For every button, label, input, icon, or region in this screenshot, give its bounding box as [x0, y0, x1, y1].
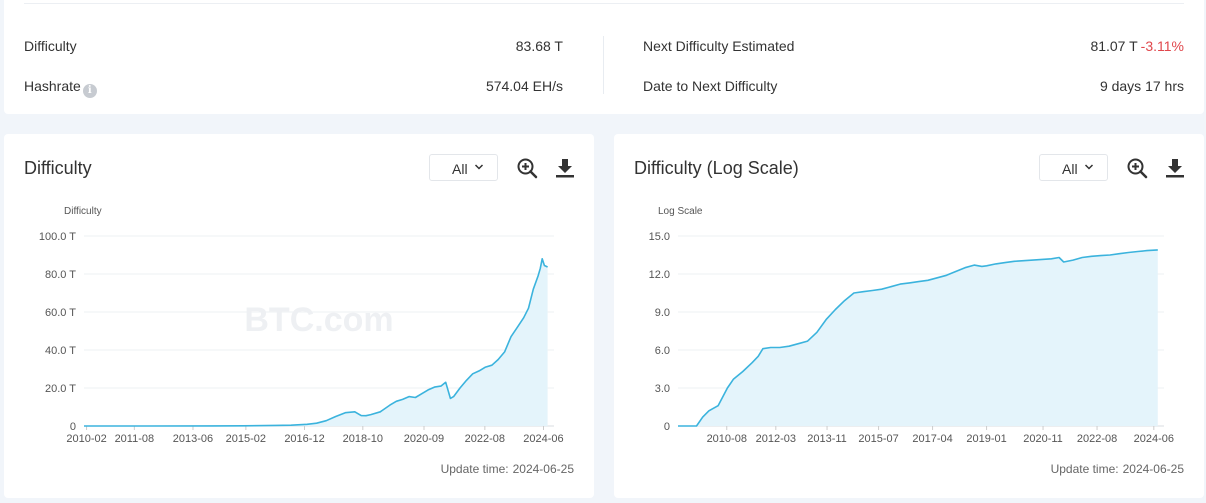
y-tick-label: 0: [70, 421, 76, 433]
range-select[interactable]: All: [1039, 154, 1108, 181]
stats-divider: [603, 36, 604, 94]
next-difficulty-change: -3.11%: [1140, 38, 1184, 54]
chevron-down-icon: [474, 164, 484, 170]
y-axis-title: Difficulty: [64, 206, 102, 217]
difficulty-value: 83.68 T: [515, 38, 563, 54]
x-tick-label: 2010-02: [66, 433, 106, 445]
x-tick-label: 2010-08: [707, 433, 747, 445]
x-tick-label: 2024-06: [523, 433, 563, 445]
range-select-value: All: [452, 161, 468, 177]
update-time-value: 2024-06-25: [1122, 462, 1184, 476]
info-circle-icon[interactable]: i: [82, 84, 97, 98]
difficulty-chart-card: Difficulty All Difficulty BTC.com 0 20.0 T 4…: [4, 134, 594, 498]
x-tick-label: 2024-06: [1134, 433, 1174, 445]
stats-panel: Difficulty 83.68 T Hashrate i 574.04 EH/s…: [4, 0, 1204, 114]
x-tick-label: 2011-08: [115, 433, 155, 445]
hashrate-value: 574.04 EH/s: [485, 78, 563, 94]
next-difficulty-value-group: 81.07 T -3.11%: [1090, 38, 1184, 54]
y-tick-label: 40.0 T: [45, 345, 76, 357]
x-tick-label: 2018-10: [343, 433, 383, 445]
y-tick-label: 20.0 T: [45, 383, 76, 395]
hashrate-label-text: Hashrate: [24, 78, 81, 94]
chart-title: Difficulty (Log Scale): [634, 158, 799, 178]
x-tick-label: 2015-07: [858, 433, 898, 445]
series-line: [678, 249, 1158, 427]
series-line: [84, 258, 548, 427]
x-tick-label: 2019-01: [966, 433, 1006, 445]
x-tick-label: 2012-03: [756, 433, 796, 445]
watermark: BTC.com: [244, 301, 393, 339]
next-difficulty-label: Next Difficulty Estimated: [643, 38, 795, 54]
download-icon[interactable]: [1164, 157, 1186, 179]
y-tick-label: 80.0 T: [45, 269, 76, 281]
difficulty-chart: Difficulty BTC.com 0 20.0 T 40.0 T 60.0 T 80.0…: [39, 206, 564, 445]
x-tick-label: 2020-11: [1023, 433, 1063, 445]
y-tick-label: 9.0: [655, 307, 670, 319]
chart-title: Difficulty: [24, 158, 92, 178]
chevron-down-icon: [1084, 164, 1094, 170]
x-tick-label: 2022-08: [1077, 433, 1117, 445]
series-area: [678, 249, 1158, 426]
update-time-label: Update time:: [1050, 462, 1119, 476]
y-tick-label: 12.0: [649, 269, 670, 281]
difficulty-label: Difficulty: [24, 38, 77, 54]
zoom-in-icon[interactable]: [1126, 157, 1148, 179]
x-tick-label: 2013-11: [807, 433, 847, 445]
hashrate-label: Hashrate i: [24, 78, 97, 98]
update-time-label: Update time:: [440, 462, 509, 476]
x-tick-label: 2015-02: [226, 433, 266, 445]
zoom-in-icon[interactable]: [516, 157, 538, 179]
x-tick-label: 2017-04: [912, 433, 952, 445]
date-to-next-label: Date to Next Difficulty: [643, 78, 778, 94]
x-tick-label: 2016-12: [284, 433, 324, 445]
update-time-value: 2024-06-25: [512, 462, 574, 476]
difficulty-log-chart-card: Difficulty (Log Scale) All Log ScaleBTC.…: [614, 134, 1204, 498]
range-select-value: All: [1062, 161, 1078, 177]
y-tick-label: 100.0 T: [39, 231, 76, 243]
y-tick-label: 0: [664, 421, 670, 433]
x-tick-label: 2013-06: [173, 433, 213, 445]
date-to-next-value: 9 days 17 hrs: [1099, 78, 1184, 94]
range-select[interactable]: All: [429, 154, 498, 181]
y-tick-label: 6.0: [655, 345, 670, 357]
update-time: Update time: 2024-06-25: [1051, 462, 1184, 476]
x-tick-label: 2022-08: [465, 433, 505, 445]
series-area: [84, 258, 548, 426]
top-divider: [24, 3, 1184, 4]
y-tick-label: 15.0: [649, 231, 670, 243]
x-tick-label: 2020-09: [404, 433, 444, 445]
download-icon[interactable]: [554, 157, 576, 179]
y-tick-label: 3.0: [655, 383, 670, 395]
difficulty-log-chart: Log ScaleBTC.com03.06.09.012.015.02010-0…: [649, 206, 1174, 445]
y-axis-title: Log Scale: [658, 206, 703, 217]
update-time: Update time: 2024-06-25: [441, 462, 574, 476]
next-difficulty-value: 81.07 T: [1090, 38, 1138, 54]
y-tick-label: 60.0 T: [45, 307, 76, 319]
